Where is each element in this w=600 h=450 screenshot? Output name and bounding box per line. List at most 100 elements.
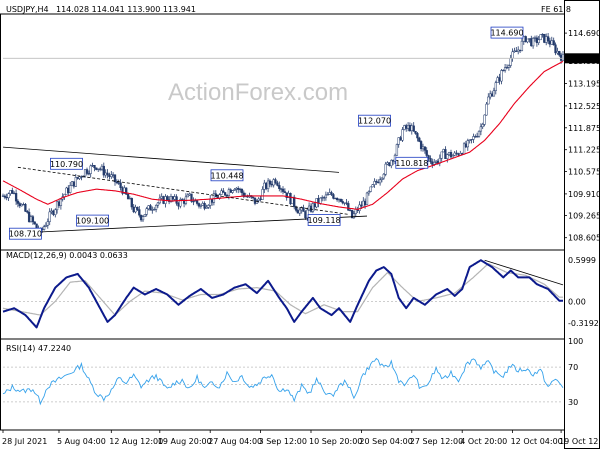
candle-body — [72, 181, 76, 187]
candle-body — [425, 150, 428, 156]
candle-body — [339, 198, 343, 202]
trendline — [17, 166, 349, 215]
candle-body — [7, 193, 10, 199]
candle-body — [321, 197, 324, 199]
candle-body — [380, 177, 384, 180]
candle-body — [106, 172, 109, 176]
candle-body — [390, 160, 393, 167]
candle-body — [461, 153, 464, 155]
candle-body — [427, 155, 430, 159]
candle-body — [229, 189, 232, 193]
candle-body — [337, 198, 341, 201]
candle-body — [421, 146, 425, 150]
candle-body — [192, 201, 195, 203]
candle-body — [126, 193, 130, 200]
price-annotation-box — [210, 169, 244, 182]
rsi-axis-tick: 100 — [568, 337, 583, 346]
candle-body — [369, 186, 372, 192]
price-annotation: 109.100 — [76, 217, 109, 226]
macd-pane — [2, 259, 564, 329]
macd-signal-line — [2, 263, 563, 316]
candle-body — [548, 40, 552, 45]
candle-body — [281, 188, 285, 192]
candle-body — [136, 206, 139, 210]
price-annotation: 110.818 — [395, 159, 428, 168]
candle-body — [550, 40, 553, 45]
candle-body — [362, 200, 365, 207]
candle-body — [322, 197, 326, 199]
candle-body — [87, 173, 91, 175]
macd-axis-tick: 0.00 — [568, 297, 586, 306]
candle-body — [33, 221, 36, 225]
candle-body — [263, 182, 266, 190]
candle-body — [408, 125, 412, 131]
candle-body — [141, 216, 145, 221]
price-axis-tick: 110.575 — [568, 168, 600, 177]
candle-body — [274, 179, 277, 184]
candle-body — [27, 211, 31, 222]
candle-body — [20, 204, 23, 207]
candle-body — [117, 182, 120, 184]
candle-body — [9, 190, 12, 194]
candle-body — [24, 204, 27, 212]
price-axis-tick: 112.525 — [568, 102, 600, 111]
candle-body — [212, 193, 216, 203]
rsi-pane — [2, 357, 564, 406]
candle-body — [173, 196, 176, 200]
candle-body — [1, 195, 5, 197]
candle-body — [472, 136, 475, 140]
candle-body — [113, 174, 117, 183]
candle-body — [251, 196, 255, 199]
candle-body — [166, 196, 169, 200]
last-price-badge — [565, 53, 599, 64]
candle-body — [296, 210, 300, 214]
candle-body — [429, 158, 432, 162]
candle-body — [201, 203, 204, 206]
candle-body — [289, 193, 292, 205]
candle-body — [539, 34, 542, 41]
time-axis-label: 12 Oct 04:00 — [511, 437, 563, 446]
candle-body — [515, 50, 518, 52]
candle-body — [190, 193, 193, 202]
candle-body — [477, 130, 481, 137]
candle-body — [498, 77, 501, 82]
candle-body — [55, 201, 59, 211]
candle-body — [177, 203, 180, 207]
candle-body — [85, 169, 89, 174]
candle-body — [311, 203, 315, 212]
candle-body — [545, 36, 548, 43]
macd-axis-tick: -0.3192 — [568, 319, 599, 328]
candle-body — [147, 205, 150, 210]
time-axis-label: 5 Aug 04:00 — [57, 437, 106, 446]
candle-body — [489, 93, 492, 98]
candle-body — [110, 174, 113, 177]
time-axis-label: 28 Jul 2021 — [2, 437, 47, 446]
candle-body — [517, 49, 520, 52]
moving-average-line — [2, 60, 564, 210]
candle-body — [330, 192, 333, 195]
candle-body — [455, 152, 458, 154]
candle-body — [405, 125, 408, 129]
price-axis-tick: 113.195 — [568, 79, 600, 88]
candle-body — [503, 67, 507, 71]
candle-body — [335, 198, 339, 201]
candle-body — [326, 194, 329, 196]
time-axis-label: 10 Sep 20:00 — [309, 437, 362, 446]
candle-body — [481, 124, 484, 128]
rsi-title: RSI(14) 47.2240 — [6, 344, 71, 353]
candle-body — [378, 179, 382, 184]
time-axis-label: 20 Sep 04:00 — [359, 437, 412, 446]
candle-body — [367, 191, 371, 194]
price-annotation-box — [50, 157, 83, 170]
candle-body — [464, 143, 468, 148]
candle-body — [231, 190, 234, 193]
candle-body — [76, 177, 79, 179]
candle-body — [100, 165, 104, 170]
candle-body — [31, 216, 35, 223]
candle-body — [558, 51, 561, 56]
candle-body — [272, 179, 275, 186]
candle-body — [279, 188, 283, 190]
candle-body — [414, 130, 417, 134]
price-annotation: 110.790 — [50, 160, 83, 169]
